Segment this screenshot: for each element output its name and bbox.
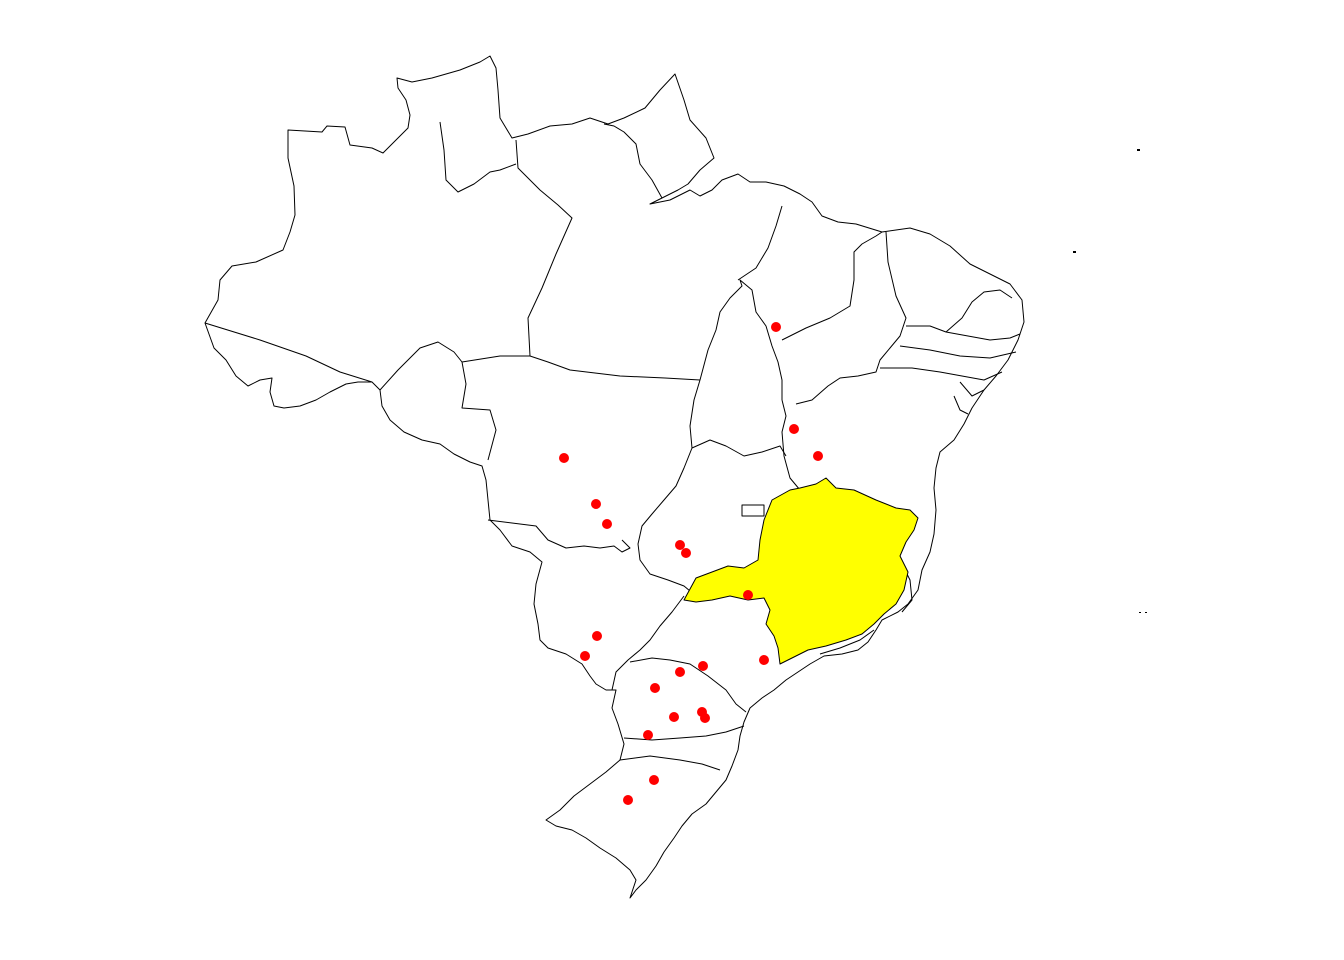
islets [1073, 149, 1147, 613]
border-roraima [439, 121, 517, 193]
marker-point [813, 451, 823, 461]
border-acre [204, 322, 373, 383]
border-mato-grosso-south [487, 519, 631, 553]
border-pernambuco [880, 367, 1003, 381]
border-amazonas-mato-grosso [461, 355, 701, 381]
marker-point [698, 661, 708, 671]
marker-point [771, 322, 781, 332]
state-borders [204, 55, 1025, 899]
border-amapa [603, 123, 663, 199]
marker-point [650, 683, 660, 693]
marker-point [675, 540, 685, 550]
marker-point [623, 795, 633, 805]
border-paraiba [899, 345, 1017, 359]
border-maranhao [737, 205, 783, 281]
marker-point [669, 712, 679, 722]
border-maranhao-piaui [781, 231, 883, 341]
marker-point [700, 713, 710, 723]
border-ceara [906, 289, 1013, 333]
marker-point [592, 631, 602, 641]
islet-4 [1145, 612, 1147, 613]
border-bahia-tocantins [781, 399, 801, 491]
marker-point [649, 775, 659, 785]
border-sergipe [953, 395, 969, 415]
distrito-federal [741, 504, 765, 517]
border-para-tocantins [699, 279, 783, 400]
marker-point [759, 655, 769, 665]
border-piaui-east [795, 231, 907, 405]
border-tocantins-goias [691, 439, 787, 457]
marker-point [643, 730, 653, 740]
border-rio-de-janeiro [819, 629, 875, 655]
border-tocantins-west [637, 379, 701, 597]
marker-point [559, 453, 569, 463]
marker-point [681, 548, 691, 558]
markers [559, 322, 823, 805]
islet-3 [1139, 612, 1141, 613]
border-mato-grosso-do-sul-east [611, 595, 685, 691]
marker-point [602, 519, 612, 529]
marker-point [743, 590, 753, 600]
marker-point [789, 424, 799, 434]
islet-1 [1137, 149, 1140, 151]
border-alagoas [959, 381, 985, 397]
country-outline [204, 55, 1025, 899]
border-amazonas-para [515, 139, 573, 357]
border-rio-grande-do-norte [945, 331, 1021, 341]
marker-point [580, 651, 590, 661]
border-santa-catarina-rs [619, 755, 721, 771]
marker-point [675, 667, 685, 677]
region-minas-gerais [683, 477, 919, 665]
marker-point [591, 499, 601, 509]
border-parana [629, 657, 747, 713]
islet-2 [1073, 251, 1076, 253]
